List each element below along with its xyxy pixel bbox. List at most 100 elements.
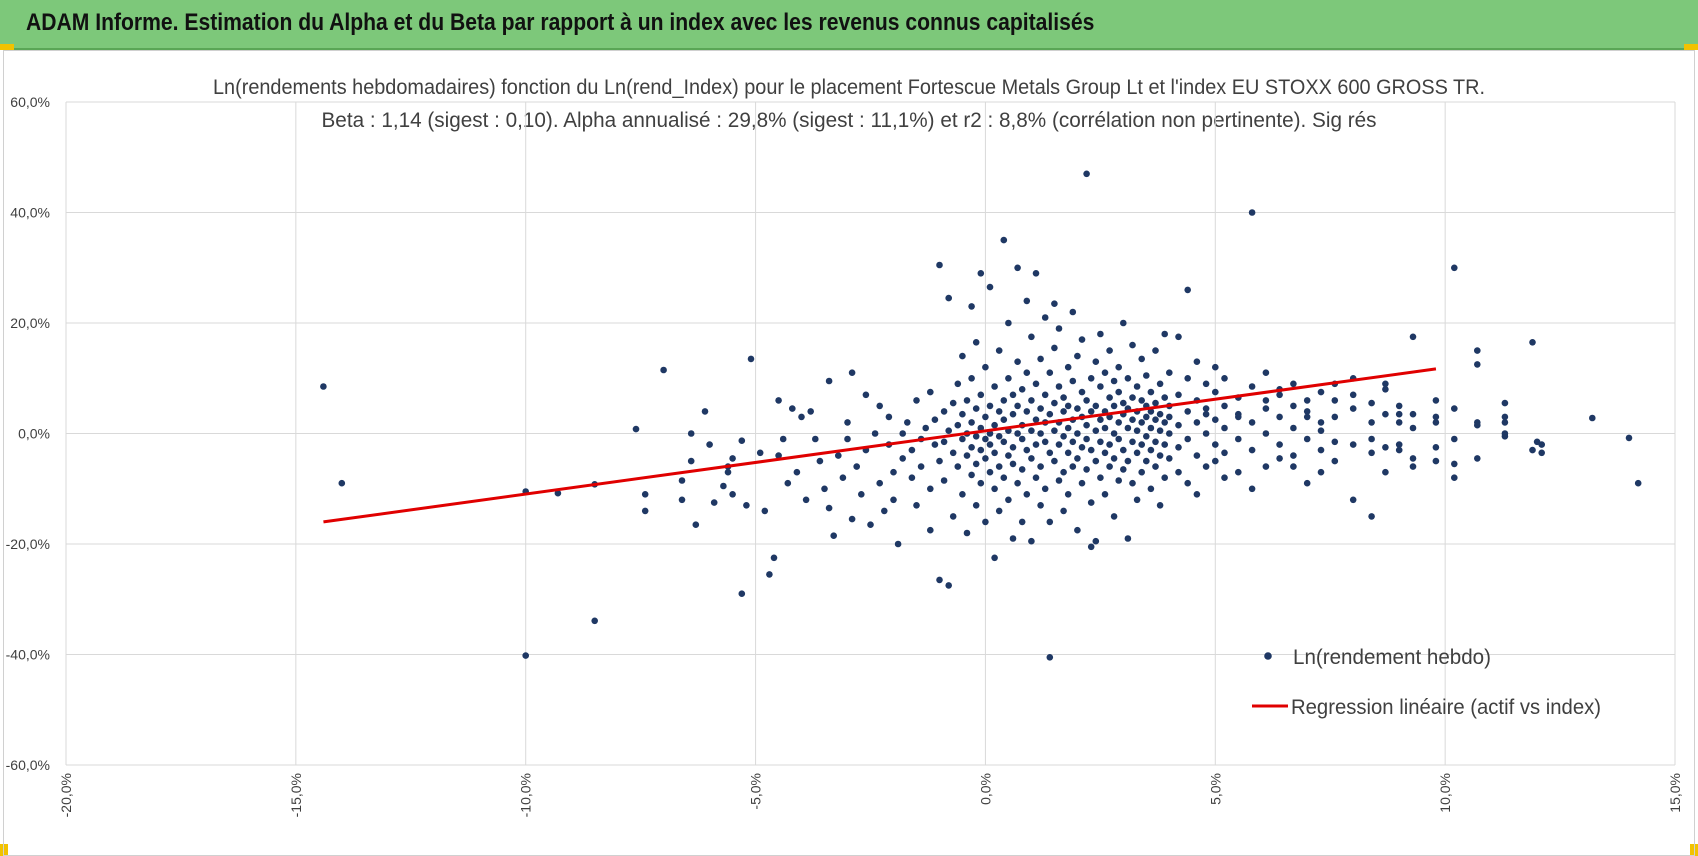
scatter-point bbox=[917, 463, 925, 470]
scatter-point bbox=[927, 388, 934, 396]
scatter-point bbox=[1046, 654, 1054, 661]
chart-title: Ln(rendements hebdomadaires) fonction du… bbox=[213, 76, 1485, 99]
scatter-point bbox=[687, 457, 695, 465]
scatter-point bbox=[1120, 446, 1127, 454]
scatter-point bbox=[1501, 413, 1509, 421]
scatter-point bbox=[1212, 441, 1219, 448]
scatter-point bbox=[1092, 427, 1100, 435]
scatter-point bbox=[1101, 369, 1109, 377]
scatter-point bbox=[982, 518, 989, 526]
scatter-point bbox=[1432, 457, 1440, 465]
scatter-point bbox=[1152, 416, 1159, 424]
y-tick-label: 0,0% bbox=[18, 426, 50, 442]
scatter-point bbox=[963, 452, 971, 459]
scatter-point bbox=[1221, 449, 1228, 457]
scatter-point bbox=[1451, 474, 1458, 482]
chart-legend: Ln(rendement hebdo) Regression linéaire … bbox=[1252, 646, 1601, 719]
x-tick-label: 10,0% bbox=[1437, 773, 1453, 813]
y-tick-label: -60,0% bbox=[6, 757, 50, 773]
scatter-point bbox=[954, 463, 962, 470]
scatter-point bbox=[908, 474, 916, 482]
scatter-point bbox=[1156, 380, 1164, 388]
scatter-point bbox=[954, 380, 962, 388]
scatter-point bbox=[1078, 444, 1086, 451]
scatter-point bbox=[1041, 314, 1049, 321]
scatter-point bbox=[1156, 410, 1164, 418]
scatter-point bbox=[858, 491, 865, 498]
scatter-point bbox=[1014, 430, 1021, 437]
scatter-point bbox=[1014, 402, 1021, 410]
scatter-point bbox=[1083, 466, 1090, 473]
scatter-point bbox=[991, 485, 998, 493]
scatter-point bbox=[1083, 170, 1090, 178]
scatter-point bbox=[1115, 388, 1122, 396]
scatter-point bbox=[995, 463, 1003, 470]
scatter-point bbox=[1060, 433, 1067, 440]
scatter-point bbox=[1101, 491, 1109, 498]
scatter-point bbox=[1120, 466, 1127, 473]
scatter-point bbox=[1069, 308, 1077, 316]
scatter-point bbox=[687, 430, 695, 437]
scatter-point bbox=[1069, 463, 1077, 470]
scatter-point bbox=[1023, 446, 1031, 454]
scatter-point bbox=[1193, 452, 1201, 459]
scatter-point bbox=[1382, 380, 1389, 388]
scatter-point bbox=[972, 502, 980, 509]
scatter-point bbox=[853, 463, 860, 470]
scatter-point bbox=[1184, 408, 1191, 415]
scatter-point bbox=[1009, 460, 1017, 468]
scatter-point bbox=[1538, 441, 1545, 448]
scatter-point bbox=[1097, 330, 1104, 338]
scatter-points bbox=[320, 170, 1642, 661]
scatter-point bbox=[1317, 419, 1325, 426]
scatter-point bbox=[1009, 535, 1017, 542]
scatter-point bbox=[1451, 460, 1458, 468]
scatter-point bbox=[1395, 419, 1403, 426]
scatter-point bbox=[1184, 479, 1191, 487]
regression-line bbox=[323, 367, 1437, 524]
scatter-point bbox=[1074, 430, 1081, 437]
scatter-point bbox=[936, 261, 943, 269]
scatter-point bbox=[936, 576, 943, 584]
scatter-point bbox=[1005, 375, 1012, 382]
scatter-point bbox=[1235, 468, 1242, 476]
scatter-point bbox=[1138, 397, 1145, 404]
x-tick-label: 0,0% bbox=[977, 773, 993, 805]
scatter-point bbox=[1409, 455, 1417, 462]
scatter-point bbox=[1474, 455, 1481, 462]
scatter-point bbox=[1129, 479, 1136, 487]
scatter-point bbox=[1074, 352, 1081, 360]
scatter-point bbox=[1202, 405, 1210, 412]
scatter-point bbox=[1202, 380, 1210, 388]
scatter-point bbox=[1175, 421, 1182, 429]
scatter-point bbox=[899, 455, 906, 462]
scatter-point bbox=[1124, 457, 1132, 465]
scatter-point bbox=[1051, 300, 1058, 308]
legend-label-line: Regression linéaire (actif vs index) bbox=[1291, 696, 1601, 719]
scatter-point bbox=[848, 369, 856, 377]
scatter-point bbox=[959, 352, 966, 360]
scatter-point bbox=[1147, 446, 1155, 454]
scatter-point bbox=[1331, 438, 1339, 446]
scatter-point bbox=[1064, 491, 1072, 498]
scatter-point bbox=[1087, 408, 1095, 415]
scatter-point bbox=[554, 489, 562, 497]
y-tick-label: -20,0% bbox=[6, 536, 50, 552]
chart-title-background bbox=[208, 70, 1490, 132]
scatter-point bbox=[1023, 491, 1031, 498]
scatter-point bbox=[1069, 438, 1077, 446]
scatter-point bbox=[1133, 383, 1141, 390]
scatter-point bbox=[1290, 452, 1297, 459]
corner-accent-top-right bbox=[1684, 44, 1698, 50]
scatter-point bbox=[1143, 372, 1150, 379]
scatter-point bbox=[1451, 264, 1458, 272]
scatter-point bbox=[775, 452, 782, 459]
scatter-point bbox=[1262, 463, 1270, 470]
scatter-point bbox=[1382, 410, 1389, 418]
scatter-point bbox=[1175, 468, 1182, 476]
scatter-point bbox=[1060, 507, 1067, 515]
scatter-point bbox=[1087, 446, 1095, 454]
scatter-point bbox=[1014, 358, 1021, 366]
scatter-point bbox=[641, 507, 649, 515]
